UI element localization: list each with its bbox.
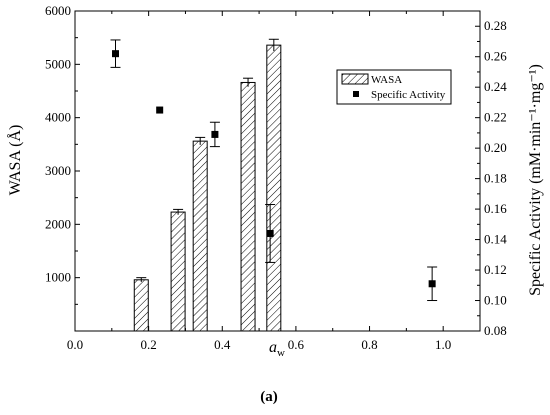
x-axis-ticks: 0.0 0.2 0.4 0.6 0.8 1.0 <box>67 11 451 352</box>
right-y-tick-label: 0.20 <box>484 140 507 155</box>
right-y-tick-label: 0.22 <box>484 110 507 125</box>
wasa-bar <box>240 81 256 332</box>
right-y-tick-label: 0.24 <box>484 79 507 94</box>
x-tick-label: 0.0 <box>67 337 83 352</box>
x-axis-title-sub: w <box>277 347 285 359</box>
legend: WASA Specific Activity <box>336 69 452 105</box>
left-y-tick-label: 6000 <box>45 3 71 18</box>
x-tick-label: 0.4 <box>214 337 231 352</box>
x-tick-label: 0.2 <box>141 337 157 352</box>
x-axis-title: aw <box>269 339 285 359</box>
legend-marker-specific-activity <box>353 91 359 97</box>
activity-point <box>112 50 119 58</box>
left-y-tick-label: 4000 <box>45 110 71 125</box>
x-tick-label: 0.6 <box>288 337 305 352</box>
wasa-bar <box>266 44 282 332</box>
right-y-tick-label: 0.08 <box>484 323 507 338</box>
right-y-tick-label: 0.14 <box>484 232 507 247</box>
left-y-tick-label: 3000 <box>45 163 71 178</box>
bar-series-wasa <box>133 38 282 332</box>
right-y-tick-label: 0.10 <box>484 293 507 308</box>
wasa-bar <box>170 211 186 332</box>
right-y-tick-label: 0.18 <box>484 171 507 186</box>
left-y-tick-label: 2000 <box>45 216 71 231</box>
right-y-tick-label: 0.26 <box>484 49 507 64</box>
right-y-tick-label: 0.12 <box>484 262 507 277</box>
legend-label-specific-activity: Specific Activity <box>371 89 446 101</box>
left-y-tick-label: 5000 <box>45 56 71 71</box>
legend-label-wasa: WASA <box>371 74 402 86</box>
left-y-axis-ticks: 1000 2000 3000 4000 5000 6000 <box>45 3 80 305</box>
right-y-axis-title: Specific Activity (mM·min⁻¹·mg⁻¹) <box>527 64 544 296</box>
right-y-axis-ticks: 0.08 0.10 0.12 0.14 0.16 0.18 0.20 0.22 0.24 0.26… <box>475 18 507 338</box>
figure-caption: (a) <box>260 389 278 405</box>
activity-point <box>266 229 274 237</box>
activity-point <box>156 106 164 114</box>
wasa-bar <box>192 140 208 332</box>
right-y-tick-label: 0.16 <box>484 201 507 216</box>
x-axis-title-main: a <box>269 339 277 356</box>
legend-swatch-wasa <box>341 73 369 85</box>
left-y-tick-label: 1000 <box>45 270 71 285</box>
activity-point <box>428 280 436 288</box>
wasa-bar <box>133 279 149 332</box>
right-y-tick-label: 0.28 <box>484 18 507 33</box>
x-tick-label: 1.0 <box>435 337 451 352</box>
activity-point <box>211 130 219 138</box>
x-tick-label: 0.8 <box>361 337 377 352</box>
left-y-axis-title: WASA (Å) <box>6 125 24 196</box>
scatter-series-specific-activity <box>110 39 438 302</box>
